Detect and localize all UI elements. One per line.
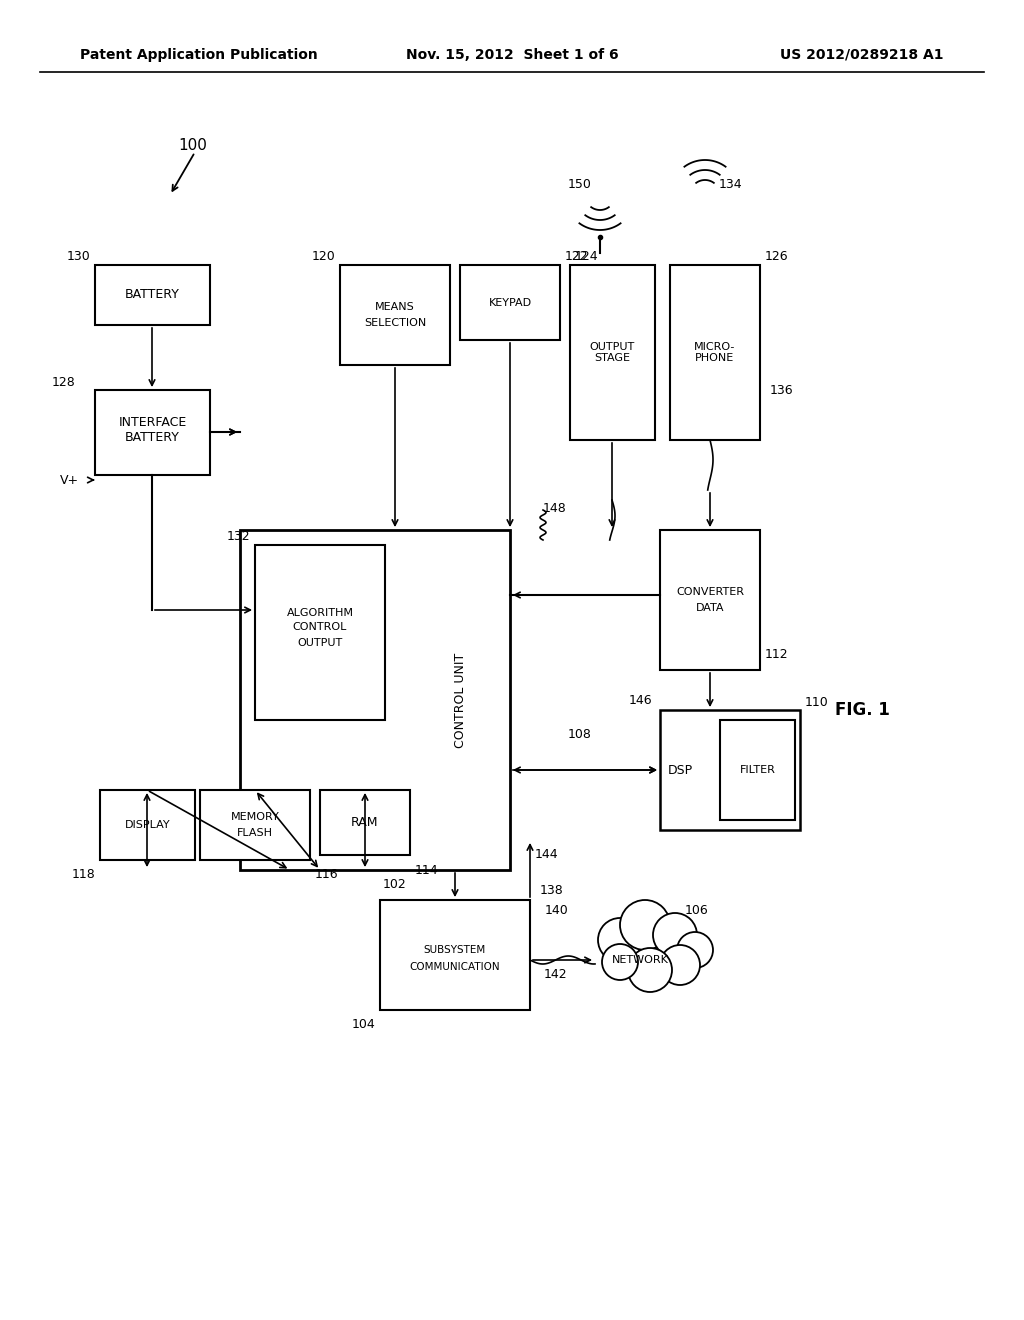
Text: 142: 142	[543, 969, 567, 982]
Text: 114: 114	[415, 863, 438, 876]
Text: 104: 104	[351, 1019, 375, 1031]
Bar	[660, 531, 760, 671]
Text: 148: 148	[543, 502, 566, 515]
Text: 136: 136	[770, 384, 794, 396]
Bar	[660, 710, 800, 830]
Circle shape	[660, 945, 700, 985]
Text: 130: 130	[67, 251, 90, 264]
Bar	[100, 789, 195, 861]
Text: DSP: DSP	[668, 763, 692, 776]
Text: CONVERTER: CONVERTER	[676, 587, 744, 597]
Text: BATTERY: BATTERY	[125, 289, 180, 301]
Text: FIG. 1: FIG. 1	[835, 701, 890, 719]
Text: DATA: DATA	[695, 603, 724, 612]
Text: 116: 116	[315, 869, 339, 882]
Text: 102: 102	[383, 879, 407, 891]
Bar	[340, 265, 450, 366]
Text: 128: 128	[51, 375, 75, 388]
Text: SELECTION: SELECTION	[364, 318, 426, 327]
Text: RAM: RAM	[351, 816, 379, 829]
Bar	[95, 389, 210, 475]
Text: SUBSYSTEM: SUBSYSTEM	[424, 945, 486, 954]
Text: Nov. 15, 2012  Sheet 1 of 6: Nov. 15, 2012 Sheet 1 of 6	[406, 48, 618, 62]
Text: 106: 106	[685, 903, 709, 916]
Text: 134: 134	[718, 178, 741, 191]
Text: 118: 118	[72, 869, 95, 882]
Text: INTERFACE: INTERFACE	[119, 416, 186, 429]
Text: 120: 120	[311, 251, 335, 264]
Text: BATTERY: BATTERY	[125, 432, 180, 444]
Text: 138: 138	[540, 883, 564, 896]
Text: 110: 110	[805, 696, 828, 709]
Text: FILTER: FILTER	[739, 766, 775, 775]
Circle shape	[602, 944, 638, 979]
Bar	[460, 265, 560, 341]
Text: V+: V+	[60, 474, 79, 487]
Text: 150: 150	[568, 178, 592, 191]
Circle shape	[598, 917, 642, 962]
Text: MICRO-
PHONE: MICRO- PHONE	[694, 342, 735, 363]
Text: MEMORY: MEMORY	[230, 812, 280, 822]
Text: US 2012/0289218 A1: US 2012/0289218 A1	[780, 48, 944, 62]
Bar	[95, 265, 210, 325]
Bar	[670, 265, 760, 440]
Text: 126: 126	[765, 251, 788, 264]
Bar	[240, 531, 510, 870]
Text: NETWORK: NETWORK	[611, 954, 669, 965]
Text: 124: 124	[575, 251, 599, 264]
Text: FLASH: FLASH	[237, 828, 273, 838]
Text: CONTROL: CONTROL	[293, 623, 347, 632]
Text: OUTPUT
STAGE: OUTPUT STAGE	[590, 342, 635, 363]
Bar	[200, 789, 310, 861]
Circle shape	[628, 948, 672, 993]
Circle shape	[620, 900, 670, 950]
Text: 112: 112	[765, 648, 788, 661]
Circle shape	[653, 913, 697, 957]
Text: 146: 146	[628, 693, 652, 706]
Text: OUTPUT: OUTPUT	[297, 638, 343, 648]
Text: 122: 122	[565, 251, 589, 264]
Text: KEYPAD: KEYPAD	[488, 297, 531, 308]
Text: 144: 144	[535, 849, 559, 862]
Text: 100: 100	[178, 137, 207, 153]
Text: COMMUNICATION: COMMUNICATION	[410, 962, 501, 972]
Bar	[570, 265, 655, 440]
Text: 132: 132	[226, 531, 250, 544]
Text: 140: 140	[545, 903, 568, 916]
Bar	[380, 900, 530, 1010]
Text: Patent Application Publication: Patent Application Publication	[80, 48, 317, 62]
Text: 108: 108	[568, 729, 592, 742]
Text: DISPLAY: DISPLAY	[125, 820, 170, 830]
Text: MEANS: MEANS	[375, 302, 415, 312]
Bar	[720, 719, 795, 820]
Text: CONTROL UNIT: CONTROL UNIT	[454, 652, 467, 747]
Bar	[255, 545, 385, 719]
Circle shape	[677, 932, 713, 968]
Text: ALGORITHM: ALGORITHM	[287, 607, 353, 618]
Bar	[319, 789, 410, 855]
